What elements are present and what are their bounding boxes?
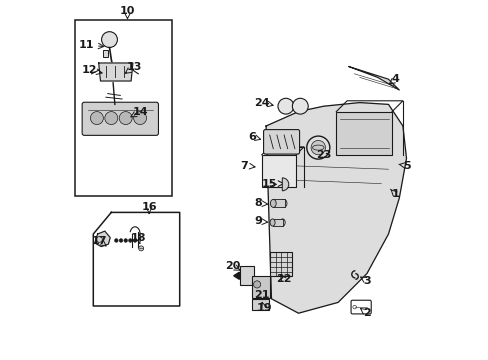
Circle shape	[277, 98, 293, 114]
Text: 22: 22	[275, 274, 290, 284]
Text: 11: 11	[78, 40, 94, 50]
Circle shape	[133, 239, 137, 242]
Polygon shape	[233, 272, 239, 279]
Text: 10: 10	[120, 6, 135, 16]
Circle shape	[119, 112, 132, 125]
Text: 21: 21	[253, 290, 269, 300]
Polygon shape	[95, 231, 110, 247]
Text: 12: 12	[82, 65, 97, 75]
Text: 2: 2	[362, 308, 370, 318]
Circle shape	[119, 239, 122, 242]
Circle shape	[128, 239, 132, 242]
Bar	[273, 199, 284, 207]
Text: 9: 9	[254, 216, 262, 226]
Circle shape	[114, 239, 118, 242]
Text: 3: 3	[363, 276, 370, 286]
Polygon shape	[99, 63, 133, 81]
Ellipse shape	[270, 199, 276, 207]
Text: 8: 8	[254, 198, 262, 208]
Text: 4: 4	[391, 74, 399, 84]
FancyBboxPatch shape	[82, 102, 158, 135]
Circle shape	[292, 98, 307, 114]
Circle shape	[123, 239, 127, 242]
Bar	[272, 219, 283, 226]
Bar	[336, 112, 391, 155]
Text: 16: 16	[141, 202, 157, 212]
Text: 13: 13	[127, 62, 142, 72]
Text: 19: 19	[256, 303, 271, 313]
Circle shape	[310, 140, 325, 155]
Circle shape	[306, 136, 329, 159]
Polygon shape	[348, 67, 399, 90]
FancyBboxPatch shape	[263, 130, 299, 154]
Circle shape	[133, 112, 146, 125]
Bar	[103, 50, 108, 57]
Circle shape	[139, 246, 143, 251]
Text: 23: 23	[315, 150, 331, 160]
Wedge shape	[282, 178, 288, 191]
Circle shape	[102, 32, 117, 48]
Bar	[75, 20, 172, 196]
Text: 7: 7	[240, 161, 248, 171]
Ellipse shape	[280, 219, 285, 226]
Text: 5: 5	[402, 161, 409, 171]
Circle shape	[104, 112, 118, 125]
Text: 14: 14	[132, 107, 147, 117]
Bar	[251, 276, 269, 298]
Bar	[270, 252, 291, 276]
Text: 17: 17	[92, 236, 107, 246]
Text: 1: 1	[391, 189, 399, 199]
Text: 15: 15	[261, 179, 276, 189]
Text: 20: 20	[225, 261, 240, 271]
Text: 18: 18	[130, 233, 146, 243]
Bar	[240, 266, 253, 285]
Circle shape	[253, 281, 260, 288]
Circle shape	[90, 112, 103, 125]
Bar	[261, 155, 295, 187]
Bar	[251, 299, 268, 310]
Polygon shape	[265, 103, 406, 313]
Ellipse shape	[269, 219, 275, 226]
Text: 24: 24	[253, 98, 269, 108]
Ellipse shape	[281, 199, 286, 207]
Text: 6: 6	[247, 132, 255, 142]
